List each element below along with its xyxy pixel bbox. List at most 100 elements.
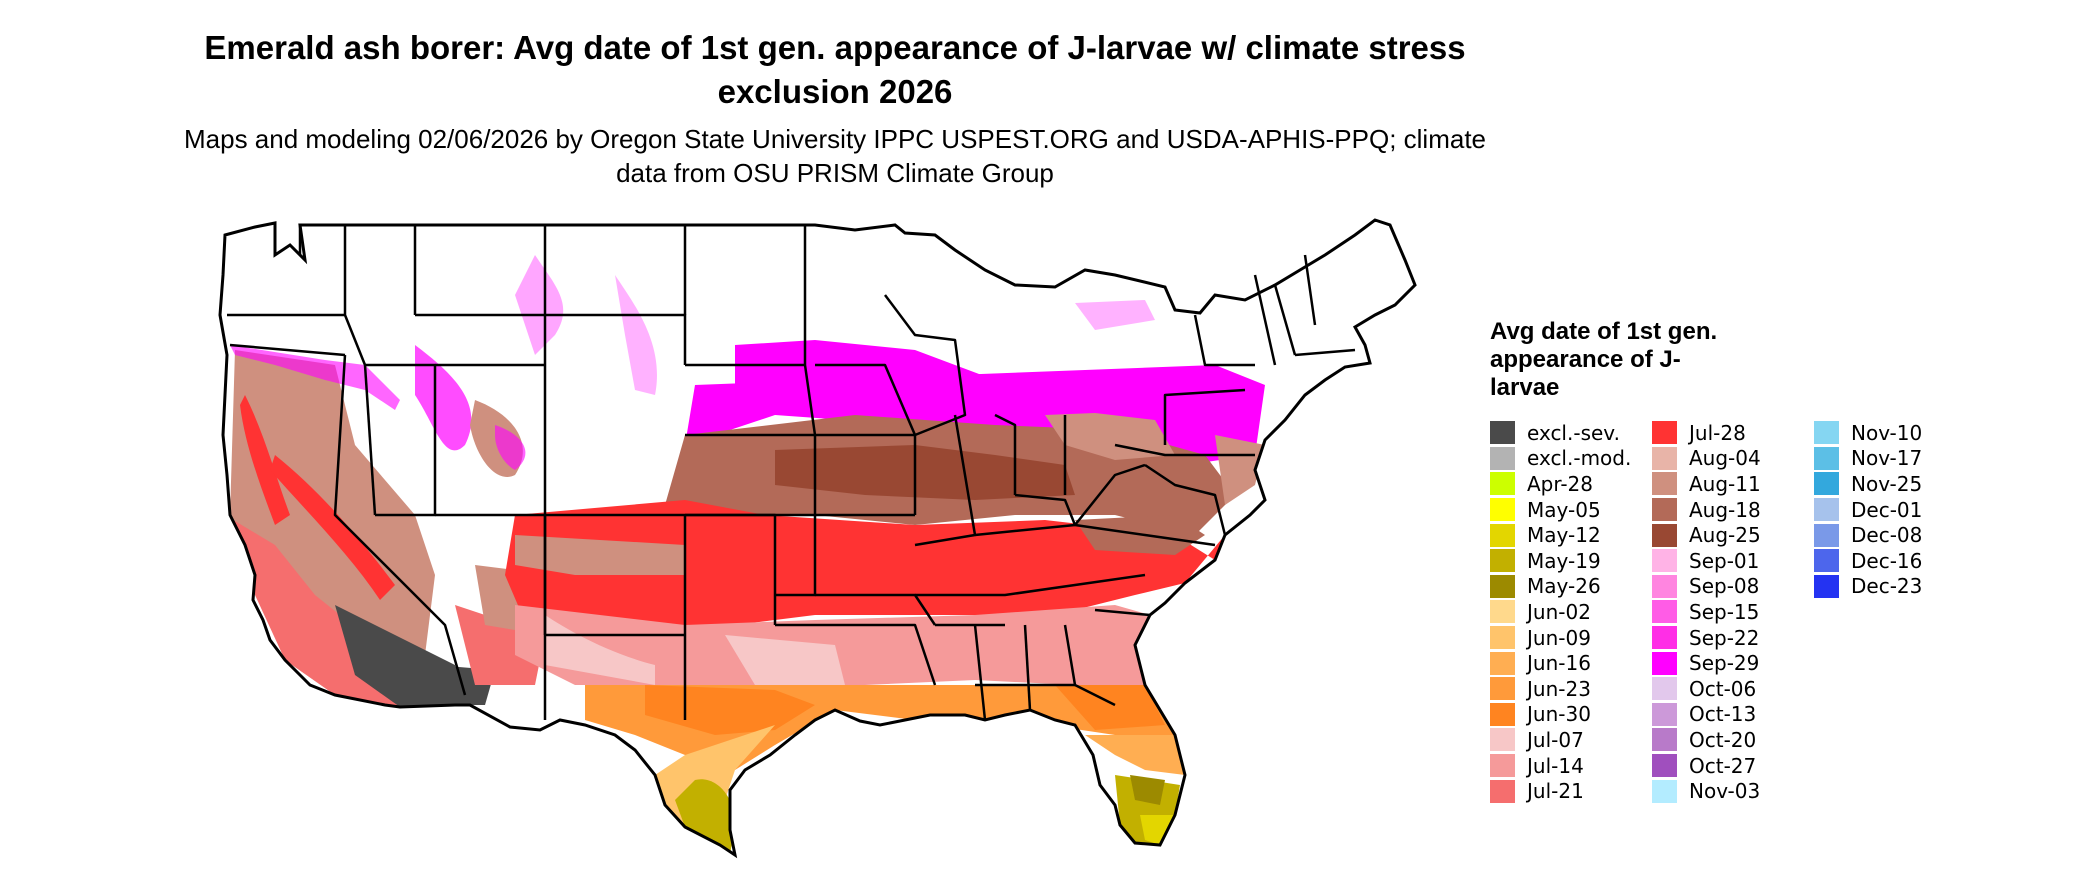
legend-swatch [1490, 472, 1515, 496]
legend-label: Oct-06 [1689, 676, 1757, 701]
legend-label: Dec-16 [1851, 548, 1923, 573]
legend-item: excl.-sev. [1490, 420, 1652, 446]
legend-swatch [1814, 446, 1839, 470]
legend-swatch [1490, 446, 1515, 470]
legend-item: Nov-17 [1814, 446, 1976, 472]
legend-swatch [1490, 498, 1515, 522]
legend-item: Dec-08 [1814, 522, 1976, 548]
legend-swatch [1490, 651, 1515, 675]
legend-label: Sep-08 [1689, 574, 1760, 599]
legend-label: Aug-11 [1689, 471, 1761, 496]
legend-item: Dec-01 [1814, 497, 1976, 523]
legend-label: Dec-23 [1851, 574, 1923, 599]
legend-label: May-12 [1527, 523, 1601, 548]
legend-swatch [1490, 523, 1515, 547]
legend-label: Oct-13 [1689, 702, 1757, 727]
legend-swatch [1652, 549, 1677, 573]
legend-swatch [1490, 677, 1515, 701]
map-title: Emerald ash borer: Avg date of 1st gen. … [204, 29, 1466, 110]
legend-column: Nov-10 Nov-17 Nov-25 Dec-01 Dec-08 Dec-16 Dec-… [1814, 420, 1976, 804]
legend-item: Nov-25 [1814, 471, 1976, 497]
legend-swatch [1490, 626, 1515, 650]
legend-swatch [1490, 574, 1515, 598]
legend-swatch [1652, 626, 1677, 650]
legend-label: Jul-28 [1689, 420, 1746, 445]
legend-swatch [1814, 472, 1839, 496]
legend-label: Jun-30 [1527, 702, 1591, 727]
legend-swatch [1814, 421, 1839, 445]
legend-swatch [1652, 779, 1677, 803]
legend-label: May-19 [1527, 548, 1601, 573]
legend-swatch [1652, 523, 1677, 547]
legend-swatch [1652, 421, 1677, 445]
legend-item: Aug-11 [1652, 471, 1814, 497]
legend-swatch [1490, 421, 1515, 445]
legend-item: May-19 [1490, 548, 1652, 574]
legend-item: Jun-02 [1490, 599, 1652, 625]
legend-label: Dec-08 [1851, 523, 1923, 548]
legend-label: Nov-10 [1851, 420, 1923, 445]
legend-swatch [1652, 728, 1677, 752]
legend-swatch [1652, 702, 1677, 726]
legend-item: Jul-07 [1490, 727, 1652, 753]
legend-swatch [1814, 574, 1839, 598]
legend-swatch [1490, 754, 1515, 778]
legend-swatch [1490, 549, 1515, 573]
legend-title: Avg date of 1st gen. appearance of J-lar… [1490, 318, 1718, 401]
legend-label: Oct-20 [1689, 727, 1757, 752]
legend-label: Sep-29 [1689, 651, 1760, 676]
legend-item: Oct-27 [1652, 753, 1814, 779]
legend-label: Aug-18 [1689, 497, 1761, 522]
legend-swatch [1652, 677, 1677, 701]
legend-swatch [1490, 702, 1515, 726]
legend-label: Apr-28 [1527, 471, 1593, 496]
legend-columns: excl.-sev. excl.-mod. Apr-28 May-05 May-12 Ma… [1490, 420, 2010, 804]
legend-swatch [1490, 779, 1515, 803]
legend-swatch [1490, 600, 1515, 624]
legend-item: excl.-mod. [1490, 446, 1652, 472]
legend-item: Sep-01 [1652, 548, 1814, 574]
legend-item: Apr-28 [1490, 471, 1652, 497]
legend-label: Aug-25 [1689, 523, 1761, 548]
legend-swatch [1652, 574, 1677, 598]
legend-column: Jul-28 Aug-04 Aug-11 Aug-18 Aug-25 Sep-01 Sep-… [1652, 420, 1814, 804]
legend-swatch [1490, 728, 1515, 752]
legend-label: Sep-01 [1689, 548, 1760, 573]
map-subtitle: Maps and modeling 02/06/2026 by Oregon S… [183, 124, 1487, 188]
legend-swatch [1652, 754, 1677, 778]
legend-label: excl.-sev. [1527, 420, 1620, 445]
legend-label: Jul-14 [1527, 753, 1584, 778]
legend-label: Aug-04 [1689, 446, 1761, 471]
legend-swatch [1652, 651, 1677, 675]
legend-item: Jun-16 [1490, 650, 1652, 676]
legend-label: Dec-01 [1851, 497, 1923, 522]
legend-swatch [1814, 523, 1839, 547]
legend-item: Aug-25 [1652, 522, 1814, 548]
legend-label: Jun-23 [1527, 676, 1591, 701]
legend-label: Nov-25 [1851, 471, 1923, 496]
legend-item: Jun-30 [1490, 702, 1652, 728]
legend-item: Nov-03 [1652, 778, 1814, 804]
legend: Avg date of 1st gen. appearance of J-lar… [1490, 318, 2010, 804]
legend-label: Sep-15 [1689, 599, 1760, 624]
legend-item: Dec-23 [1814, 574, 1976, 600]
legend-label: Nov-03 [1689, 779, 1761, 804]
legend-item: Sep-08 [1652, 574, 1814, 600]
legend-item: Jun-23 [1490, 676, 1652, 702]
legend-item: Nov-10 [1814, 420, 1976, 446]
legend-label: Nov-17 [1851, 446, 1923, 471]
legend-item: Jul-14 [1490, 753, 1652, 779]
legend-swatch [1814, 498, 1839, 522]
legend-swatch [1652, 600, 1677, 624]
legend-item: Aug-04 [1652, 446, 1814, 472]
legend-label: May-05 [1527, 497, 1601, 522]
legend-item: Jul-21 [1490, 778, 1652, 804]
legend-label: Jul-21 [1527, 779, 1584, 804]
legend-item: Oct-06 [1652, 676, 1814, 702]
legend-label: excl.-mod. [1527, 446, 1632, 471]
legend-label: May-26 [1527, 574, 1601, 599]
legend-label: Jun-02 [1527, 599, 1591, 624]
legend-swatch [1814, 549, 1839, 573]
legend-item: Jul-28 [1652, 420, 1814, 446]
legend-item: Oct-13 [1652, 702, 1814, 728]
